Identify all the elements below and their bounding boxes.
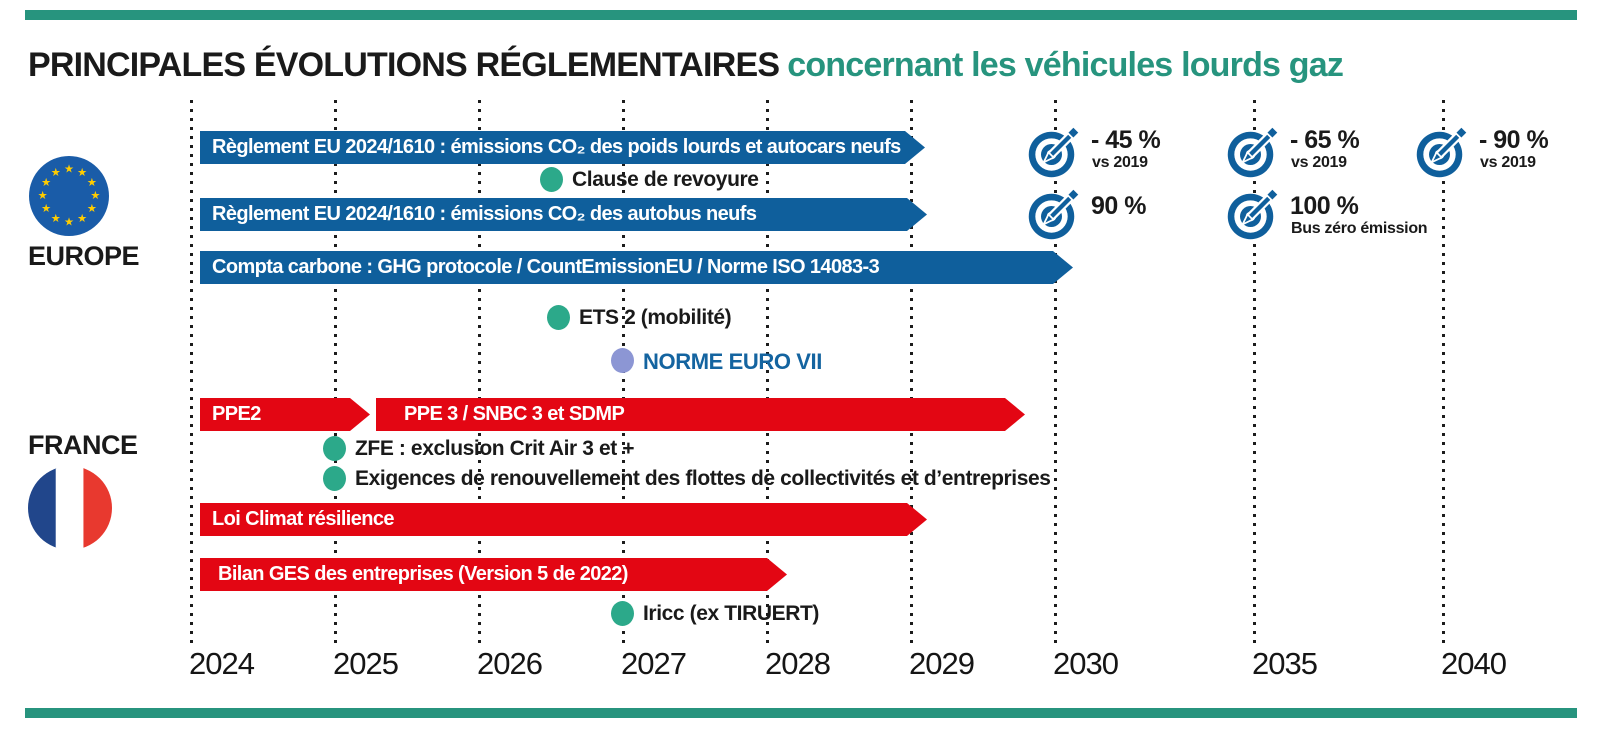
milestone-dot-icon — [611, 348, 634, 373]
svg-text:★: ★ — [87, 203, 97, 215]
bar-label: Règlement EU 2024/1610 : émissions CO₂ d… — [212, 136, 901, 158]
bar-reglement-poids-lourds: Règlement EU 2024/1610 : émissions CO₂ d… — [200, 131, 925, 164]
target-dart-icon — [1227, 125, 1280, 178]
bar-label: PPE2 — [212, 403, 261, 425]
target-dart-icon — [1227, 187, 1280, 240]
svg-text:★: ★ — [51, 167, 61, 179]
svg-text:★: ★ — [51, 213, 61, 225]
milestone-zfe: ZFE : exclusion Crit Air 3 et + — [355, 437, 635, 460]
milestone-dot-icon — [547, 305, 570, 330]
year-gridline-2026 — [478, 100, 481, 645]
milestone-ets2: ETS 2 (mobilité) — [579, 306, 732, 329]
year-gridline-2028 — [766, 100, 769, 645]
bar-label: Règlement EU 2024/1610 : émissions CO₂ d… — [212, 203, 757, 225]
year-gridline-2035 — [1253, 100, 1256, 645]
axis-year-label: 2040 — [1441, 646, 1507, 681]
axis-year-label: 2030 — [1053, 646, 1119, 681]
year-gridline-2040 — [1442, 100, 1445, 645]
milestone-dot-icon — [540, 167, 563, 192]
year-gridline-2030 — [1054, 100, 1057, 645]
bar-loi-climat-resilience: Loi Climat résilience — [200, 503, 927, 536]
axis-year-label: 2027 — [621, 646, 687, 681]
page-title-accent: concernant les véhicules lourds gaz — [787, 46, 1344, 84]
target-note: vs 2019 — [1291, 154, 1347, 171]
svg-text:★: ★ — [77, 167, 87, 179]
axis-year-label: 2028 — [765, 646, 831, 681]
svg-text:★: ★ — [41, 177, 51, 189]
milestone-dot-icon — [323, 436, 346, 461]
svg-text:★: ★ — [77, 213, 87, 225]
top-divider — [25, 10, 1577, 20]
bar-label: Loi Climat résilience — [212, 508, 394, 530]
bar-label: Compta carbone : GHG protocole / CountEm… — [212, 256, 880, 278]
target-value: - 90 % — [1479, 126, 1549, 154]
eu-flag-icon: ★ ★★ ★★★ ★★★ ★★★ — [29, 156, 109, 236]
bar-label: PPE 3 / SNBC 3 et SDMP — [404, 403, 625, 425]
target-value: 90 % — [1091, 192, 1146, 220]
france-flag-icon — [28, 466, 112, 550]
axis-year-label: 2025 — [333, 646, 399, 681]
bar-ppe3-snbc3-sdmp: PPE 3 / SNBC 3 et SDMP — [376, 398, 1025, 431]
svg-text:★: ★ — [90, 190, 100, 202]
milestone-dot-icon — [611, 601, 634, 626]
bar-ppe2: PPE2 — [200, 398, 370, 431]
page-title-main: PRINCIPALES ÉVOLUTIONS RÉGLEMENTAIRES — [28, 46, 780, 84]
svg-text:★: ★ — [87, 177, 97, 189]
axis-year-label: 2024 — [189, 646, 255, 681]
target-note: vs 2019 — [1480, 154, 1536, 171]
bar-compta-carbone: Compta carbone : GHG protocole / CountEm… — [200, 251, 1073, 284]
page-title: PRINCIPALES ÉVOLUTIONS RÉGLEMENTAIRES con… — [28, 46, 1344, 85]
target-note: Bus zéro émission — [1291, 220, 1428, 237]
france-section-label: FRANCE — [28, 430, 138, 460]
year-gridline-2025 — [334, 100, 337, 645]
europe-section-label: EUROPE — [28, 241, 140, 271]
axis-year-label: 2026 — [477, 646, 543, 681]
milestone-dot-icon — [323, 466, 346, 491]
bar-bilan-ges: Bilan GES des entreprises (Version 5 de … — [200, 558, 787, 591]
milestone-iricc: Iricc (ex TIRUERT) — [643, 602, 820, 625]
target-value: 100 % — [1290, 192, 1359, 220]
target-dart-icon — [1028, 187, 1081, 240]
milestone-norme-euro-vii: NORME EURO VII — [643, 349, 822, 374]
year-gridline-2029 — [910, 100, 913, 645]
year-gridline-2024 — [190, 100, 193, 645]
bar-reglement-autobus: Règlement EU 2024/1610 : émissions CO₂ d… — [200, 198, 927, 231]
svg-text:★: ★ — [64, 164, 74, 176]
svg-text:★: ★ — [64, 216, 74, 228]
target-note: vs 2019 — [1092, 154, 1148, 171]
target-value: - 65 % — [1290, 126, 1360, 154]
svg-text:★: ★ — [41, 203, 51, 215]
svg-text:★: ★ — [38, 190, 48, 202]
axis-year-label: 2035 — [1252, 646, 1318, 681]
milestone-clause-revoyure: Clause de revoyure — [572, 168, 759, 191]
milestone-renouvellement-flottes: Exigences de renouvellement des flottes … — [355, 467, 1051, 490]
bottom-divider — [25, 708, 1577, 718]
target-dart-icon — [1028, 125, 1081, 178]
target-value: - 45 % — [1091, 126, 1161, 154]
target-dart-icon — [1416, 125, 1469, 178]
bar-label: Bilan GES des entreprises (Version 5 de … — [218, 563, 628, 585]
axis-year-label: 2029 — [909, 646, 975, 681]
